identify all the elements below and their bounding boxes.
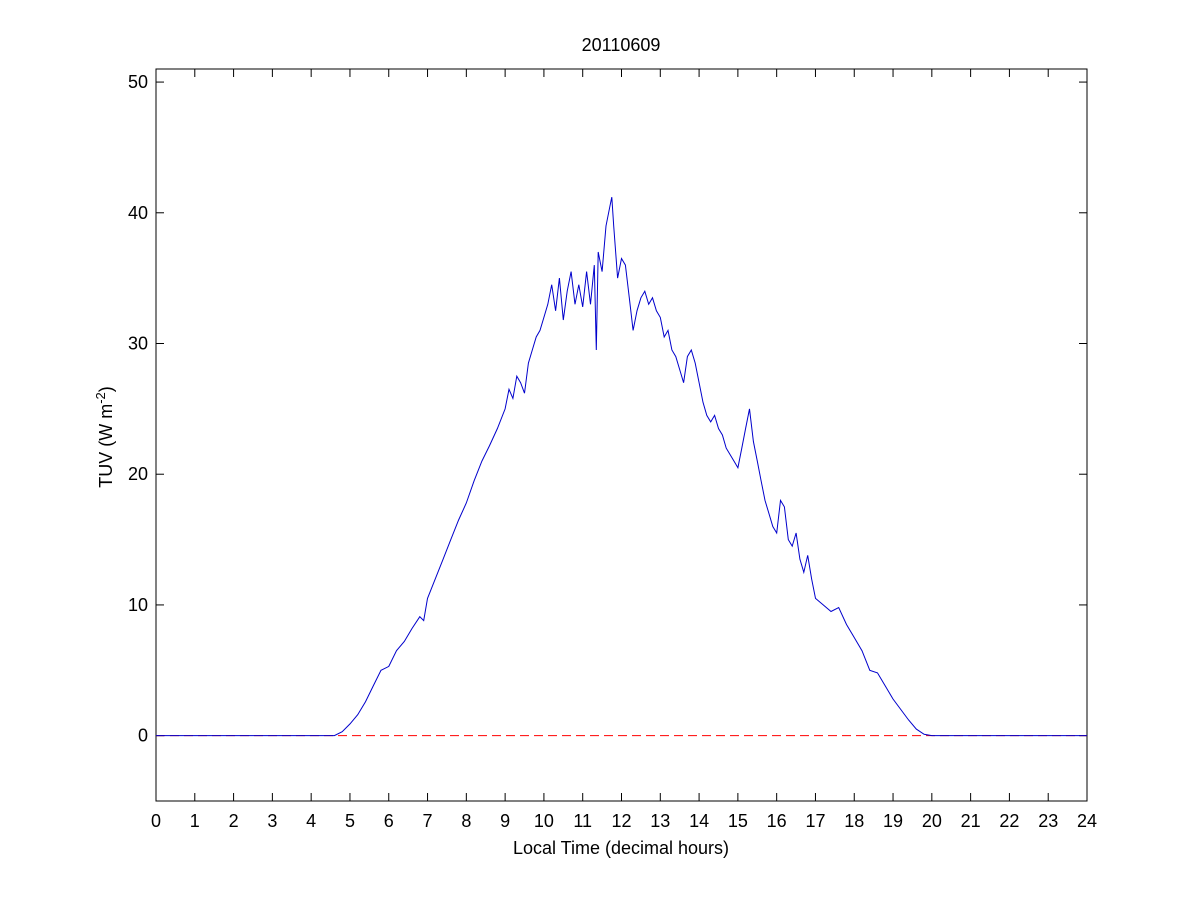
y-tick-label: 50 [128,72,148,92]
y-axis: 0 10 20 30 40 50 [128,72,1087,746]
x-tick-label: 14 [689,811,709,831]
chart-title: 20110609 [582,35,661,55]
x-tick-label: 19 [883,811,903,831]
plot-area [155,68,1088,802]
x-tick-label: 13 [650,811,670,831]
x-tick-label: 22 [999,811,1019,831]
x-tick-label: 18 [844,811,864,831]
y-tick-label: 40 [128,203,148,223]
y-tick-label: 10 [128,595,148,615]
x-tick-label: 1 [190,811,200,831]
x-axis-label: Local Time (decimal hours) [513,838,729,858]
x-tick-label: 0 [151,811,161,831]
x-tick-label: 8 [461,811,471,831]
series-layer [156,196,1087,737]
x-tick-label: 3 [267,811,277,831]
x-tick-label: 23 [1038,811,1058,831]
x-tick-label: 6 [384,811,394,831]
x-tick-label: 11 [573,811,592,831]
tuv-series-line [156,196,1087,737]
y-tick-label: 30 [128,334,148,354]
y-axis-label-superscript: -2 [93,392,108,404]
x-tick-label: 20 [922,811,942,831]
x-tick-label: 17 [805,811,825,831]
x-tick-label: 24 [1077,811,1097,831]
y-axis-label-base: TUV (W m [96,404,116,488]
x-tick-label: 12 [611,811,631,831]
x-tick-label: 15 [728,811,748,831]
y-axis-label: TUV (W m-2) [93,386,116,488]
x-tick-label: 5 [345,811,355,831]
x-tick-label: 21 [961,811,981,831]
x-tick-label: 4 [306,811,316,831]
x-tick-label: 10 [534,811,554,831]
y-axis-label-close: ) [96,386,116,392]
x-tick-label: 16 [767,811,787,831]
x-tick-label: 7 [423,811,433,831]
y-tick-label: 0 [138,726,148,746]
y-tick-label: 20 [128,464,148,484]
x-tick-label: 9 [500,811,510,831]
x-axis: 0 1 2 3 4 5 6 7 8 9 10 11 12 13 14 15 16 17 18 19 20 21 22 23 24 [151,69,1097,831]
x-tick-label: 2 [229,811,239,831]
